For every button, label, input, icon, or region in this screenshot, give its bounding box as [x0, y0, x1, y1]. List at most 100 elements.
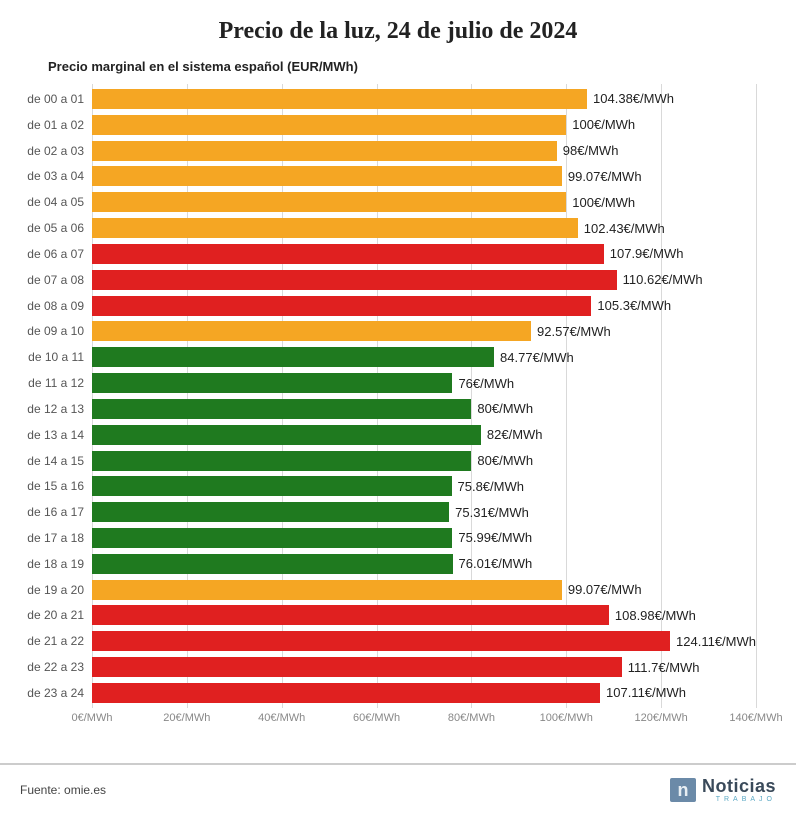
category-label: de 15 a 16	[27, 479, 92, 493]
bar	[92, 321, 531, 341]
category-label: de 08 a 09	[27, 299, 92, 313]
category-label: de 20 a 21	[27, 608, 92, 622]
bar	[92, 192, 566, 212]
bar-row: de 13 a 1482€/MWh	[92, 424, 756, 446]
bar-row: de 05 a 06102.43€/MWh	[92, 217, 756, 239]
value-label: 76.01€/MWh	[459, 556, 533, 571]
value-label: 80€/MWh	[477, 401, 533, 416]
chart-title: Precio de la luz, 24 de julio de 2024	[20, 18, 776, 45]
value-label: 111.7€/MWh	[628, 660, 700, 675]
bar	[92, 141, 557, 161]
category-label: de 02 a 03	[27, 144, 92, 158]
category-label: de 00 a 01	[27, 92, 92, 106]
category-label: de 10 a 11	[28, 350, 92, 364]
bar-row: de 11 a 1276€/MWh	[92, 372, 756, 394]
value-label: 104.38€/MWh	[593, 91, 674, 106]
bar	[92, 554, 453, 574]
bar-row: de 04 a 05100€/MWh	[92, 191, 756, 213]
value-label: 102.43€/MWh	[584, 221, 665, 236]
category-label: de 23 a 24	[27, 686, 92, 700]
bar-row: de 01 a 02100€/MWh	[92, 114, 756, 136]
category-label: de 12 a 13	[27, 402, 92, 416]
bar-row: de 02 a 0398€/MWh	[92, 140, 756, 162]
bar	[92, 580, 562, 600]
bar-row: de 00 a 01104.38€/MWh	[92, 88, 756, 110]
category-label: de 19 a 20	[27, 583, 92, 597]
bar	[92, 270, 617, 290]
bar	[92, 89, 587, 109]
value-label: 75.8€/MWh	[458, 479, 524, 494]
bar	[92, 476, 452, 496]
value-label: 105.3€/MWh	[597, 298, 671, 313]
xaxis-tick: 0€/MWh	[72, 712, 113, 724]
category-label: de 07 a 08	[27, 273, 92, 287]
bar-row: de 08 a 09105.3€/MWh	[92, 295, 756, 317]
value-label: 107.11€/MWh	[606, 685, 686, 700]
value-label: 99.07€/MWh	[568, 582, 642, 597]
xaxis-tick: 40€/MWh	[258, 712, 305, 724]
value-label: 98€/MWh	[563, 143, 619, 158]
xaxis-tick: 20€/MWh	[163, 712, 210, 724]
bar-row: de 17 a 1875.99€/MWh	[92, 527, 756, 549]
xaxis-tick: 80€/MWh	[448, 712, 495, 724]
value-label: 100€/MWh	[572, 195, 635, 210]
bar	[92, 373, 452, 393]
bar-row: de 14 a 1580€/MWh	[92, 450, 756, 472]
value-label: 76€/MWh	[458, 376, 514, 391]
bar-row: de 18 a 1976.01€/MWh	[92, 553, 756, 575]
gridline	[756, 84, 757, 708]
value-label: 108.98€/MWh	[615, 608, 696, 623]
value-label: 92.57€/MWh	[537, 324, 611, 339]
bar-row: de 15 a 1675.8€/MWh	[92, 475, 756, 497]
value-label: 107.9€/MWh	[610, 246, 684, 261]
chart-area: de 00 a 01104.38€/MWh de 01 a 02100€/MWh d…	[92, 84, 756, 732]
bar	[92, 528, 452, 548]
category-label: de 14 a 15	[27, 454, 92, 468]
bar-row: de 21 a 22124.11€/MWh	[92, 630, 756, 652]
bar-row: de 16 a 1775.31€/MWh	[92, 501, 756, 523]
category-label: de 21 a 22	[27, 634, 92, 648]
category-label: de 11 a 12	[28, 376, 92, 390]
bar	[92, 218, 578, 238]
bar-row: de 03 a 0499.07€/MWh	[92, 165, 756, 187]
bar-row: de 20 a 21108.98€/MWh	[92, 604, 756, 626]
value-label: 124.11€/MWh	[676, 634, 756, 649]
logo-sub-text: TRABAJO	[702, 796, 776, 803]
source-text: Fuente: omie.es	[20, 783, 106, 797]
bar	[92, 451, 471, 471]
category-label: de 09 a 10	[27, 324, 92, 338]
bar	[92, 502, 449, 522]
value-label: 100€/MWh	[572, 117, 635, 132]
bar	[92, 631, 670, 651]
xaxis-tick: 60€/MWh	[353, 712, 400, 724]
bar-row: de 12 a 1380€/MWh	[92, 398, 756, 420]
bar	[92, 683, 600, 703]
bar-row: de 22 a 23111.7€/MWh	[92, 656, 756, 678]
bar	[92, 347, 494, 367]
footer: Fuente: omie.es n Noticias TRABAJO	[0, 763, 796, 817]
bar-row: de 23 a 24107.11€/MWh	[92, 682, 756, 704]
bar-row: de 06 a 07107.9€/MWh	[92, 243, 756, 265]
category-label: de 13 a 14	[27, 428, 92, 442]
category-label: de 16 a 17	[27, 505, 92, 519]
value-label: 75.31€/MWh	[455, 505, 529, 520]
bar-row: de 10 a 1184.77€/MWh	[92, 346, 756, 368]
category-label: de 01 a 02	[27, 118, 92, 132]
bar-row: de 19 a 2099.07€/MWh	[92, 579, 756, 601]
bar	[92, 296, 591, 316]
value-label: 82€/MWh	[487, 427, 543, 442]
brand-logo: n Noticias TRABAJO	[670, 777, 776, 803]
category-label: de 03 a 04	[27, 169, 92, 183]
bar	[92, 425, 481, 445]
category-label: de 06 a 07	[27, 247, 92, 261]
logo-icon: n	[670, 778, 696, 802]
value-label: 84.77€/MWh	[500, 350, 574, 365]
value-label: 75.99€/MWh	[458, 530, 532, 545]
category-label: de 05 a 06	[27, 221, 92, 235]
value-label: 99.07€/MWh	[568, 169, 642, 184]
value-label: 80€/MWh	[477, 453, 533, 468]
logo-main-text: Noticias	[702, 777, 776, 795]
bar	[92, 115, 566, 135]
xaxis-tick: 120€/MWh	[635, 712, 688, 724]
category-label: de 18 a 19	[27, 557, 92, 571]
